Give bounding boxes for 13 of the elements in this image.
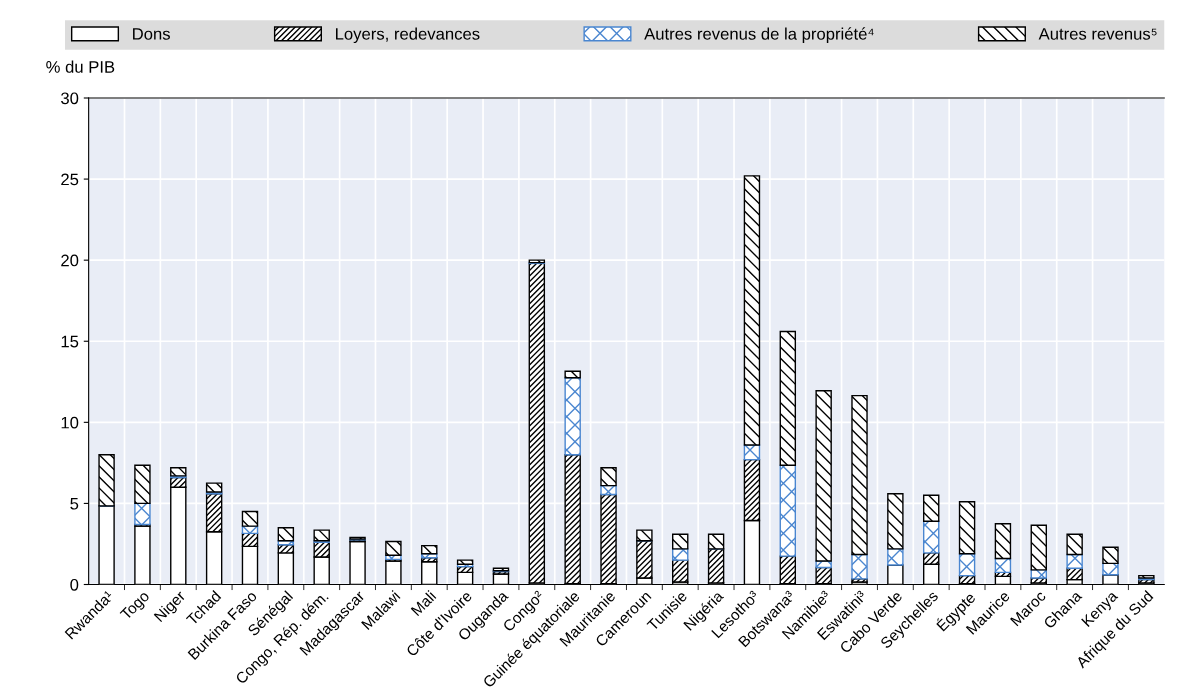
y-tick-label: 15 [61,335,79,348]
y-tick-label: 30 [61,92,79,105]
legend-label: Dons [133,28,170,40]
y-tick-label: 20 [61,254,79,267]
legend-label: Loyers, redevances [336,27,480,44]
y-tick-label: 10 [61,416,79,429]
y-tick-label: 5 [70,497,79,510]
legend-label: Autres revenus⁵ [1038,28,1157,40]
legend-label: Autres revenus de la propriété⁴ [644,27,874,44]
y-tick-label: 0 [70,578,79,591]
y-tick-label: 25 [61,173,79,186]
y-axis-title: % du PIB [46,60,115,73]
x-tick-label: Togo [119,590,153,623]
